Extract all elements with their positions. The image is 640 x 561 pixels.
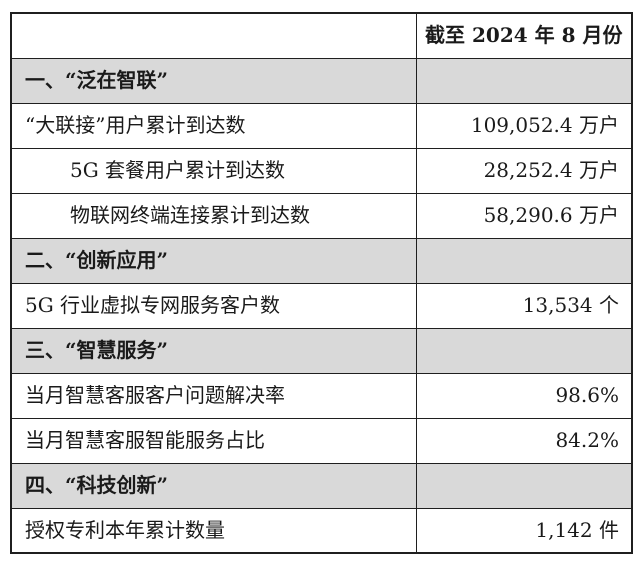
section-empty-value [415, 237, 633, 284]
metric-label: 当月智慧客服客户问题解决率 [10, 372, 417, 419]
table-row: 5G 行业虚拟专网服务客户数 13,534 个 [10, 282, 633, 329]
section-title: 一、“泛在智联” [10, 57, 417, 104]
metric-label: 5G 套餐用户累计到达数 [10, 147, 417, 194]
metric-label: 当月智慧客服智能服务占比 [10, 417, 417, 464]
header-date-cell: 截至 2024 年 8 月份 [415, 12, 633, 59]
section-empty-value [415, 57, 633, 104]
table-row: 当月智慧客服智能服务占比 84.2% [10, 417, 633, 464]
metric-value: 109,052.4 万户 [415, 102, 633, 149]
section-row: 三、“智慧服务” [10, 327, 633, 374]
metric-label: “大联接”用户累计到达数 [10, 102, 417, 149]
section-empty-value [415, 462, 633, 509]
table-header-row: 截至 2024 年 8 月份 [10, 12, 633, 59]
metric-value: 98.6% [415, 372, 633, 419]
table-row: 当月智慧客服客户问题解决率 98.6% [10, 372, 633, 419]
metric-value: 28,252.4 万户 [415, 147, 633, 194]
table-row: “大联接”用户累计到达数 109,052.4 万户 [10, 102, 633, 149]
metric-value: 13,534 个 [415, 282, 633, 329]
section-row: 一、“泛在智联” [10, 57, 633, 104]
section-title: 四、“科技创新” [10, 462, 417, 509]
section-row: 二、“创新应用” [10, 237, 633, 284]
metric-value: 84.2% [415, 417, 633, 464]
metric-label: 授权专利本年累计数量 [10, 507, 417, 554]
header-empty-cell [10, 12, 417, 59]
table-body: 一、“泛在智联” “大联接”用户累计到达数 109,052.4 万户 5G 套餐… [10, 57, 633, 554]
table-row: 授权专利本年累计数量 1,142 件 [10, 507, 633, 554]
metric-label: 5G 行业虚拟专网服务客户数 [10, 282, 417, 329]
metric-label: 物联网终端连接累计到达数 [10, 192, 417, 239]
report-table: 截至 2024 年 8 月份 一、“泛在智联” “大联接”用户累计到达数 109… [10, 12, 633, 554]
section-title: 三、“智慧服务” [10, 327, 417, 374]
section-row: 四、“科技创新” [10, 462, 633, 509]
metric-value: 58,290.6 万户 [415, 192, 633, 239]
section-empty-value [415, 327, 633, 374]
table-row: 物联网终端连接累计到达数 58,290.6 万户 [10, 192, 633, 239]
section-title: 二、“创新应用” [10, 237, 417, 284]
table-row: 5G 套餐用户累计到达数 28,252.4 万户 [10, 147, 633, 194]
metric-value: 1,142 件 [415, 507, 633, 554]
